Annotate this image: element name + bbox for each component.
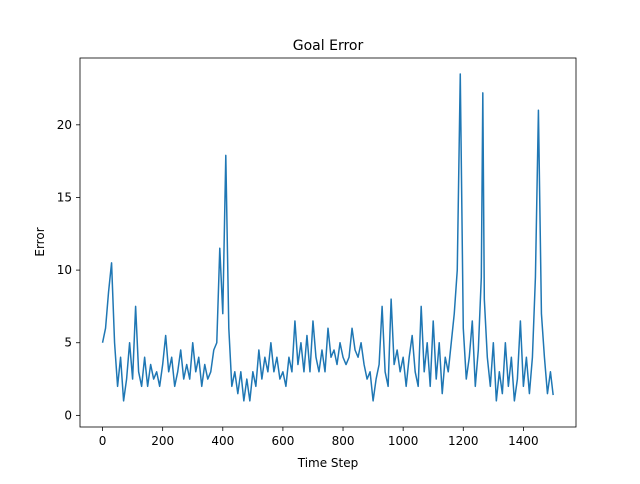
x-tick-label: 600 — [271, 434, 294, 448]
x-tick-label: 200 — [151, 434, 174, 448]
x-tick-label: 1000 — [388, 434, 419, 448]
y-tick-label: 0 — [64, 408, 72, 422]
y-tick-label: 10 — [57, 263, 72, 277]
y-tick-label: 5 — [64, 336, 72, 350]
x-axis-label: Time Step — [297, 456, 359, 470]
data-line — [101, 73, 554, 402]
x-tick-label: 1400 — [508, 434, 539, 448]
x-tick-label: 1200 — [448, 434, 479, 448]
y-axis-label: Error — [33, 227, 47, 256]
chart-title: Goal Error — [293, 38, 364, 54]
x-tick-label: 0 — [99, 434, 107, 448]
y-tick-label: 15 — [57, 190, 72, 204]
x-tick-label: 800 — [332, 434, 355, 448]
plot-frame — [79, 57, 577, 428]
y-tick-label: 20 — [57, 118, 72, 132]
x-tick-label: 400 — [211, 434, 234, 448]
